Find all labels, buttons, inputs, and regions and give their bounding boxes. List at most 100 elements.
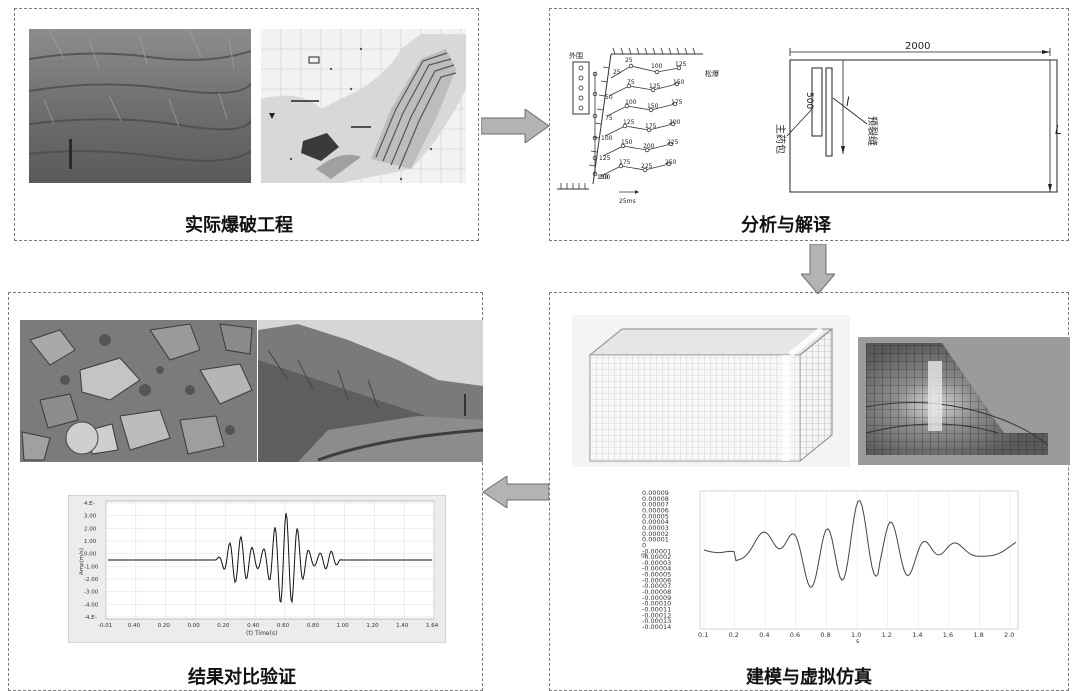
simulated-waveform-chart: 0.000090.000080.000070.000060.000050.000…: [638, 487, 1020, 645]
left-y-tick-label: 0.00: [84, 552, 97, 558]
fragmented-rock-photo: [20, 320, 257, 462]
left-x-tick-label: 0.20: [217, 623, 230, 629]
left-y-tick-label: 1.00: [84, 539, 97, 545]
right-y-tick-label: -0.00010: [642, 600, 671, 608]
segment-dimension-label: 500: [804, 92, 814, 109]
right-y-tick-label: 0.00007: [642, 501, 669, 509]
right-x-tick-label: 0.4: [759, 631, 769, 639]
left-y-tick-label: 3.00: [84, 514, 97, 520]
delay-label: 150: [621, 139, 633, 146]
left-y-tick-label: -1.00: [84, 564, 99, 570]
left-x-tick-label: 0.80: [307, 623, 320, 629]
right-y-tick-label: -0.00009: [642, 594, 671, 602]
blast-plan-drawing: 2000 L 500 l 主药包 预裂缝: [774, 41, 1062, 193]
L-dimension-label: L: [1055, 123, 1062, 137]
left-x-tick-label: 0.40: [247, 623, 260, 629]
blast-delay-design-drawing: 外围 松爆 25 50 75 100 125 150 100 25 75 100…: [557, 47, 719, 205]
delay-label: 175: [645, 123, 657, 130]
left-y-axis-label: Amp(m/s): [79, 548, 85, 575]
right-x-tick-label: 0.1: [698, 631, 708, 639]
right-y-tick-label: -0.00006: [642, 576, 671, 584]
left-x-tick-label: 0.20: [158, 623, 171, 629]
caption-verification: 结果对比验证: [188, 667, 296, 688]
blast-site-map: [261, 29, 466, 183]
arrow-right-icon: [481, 109, 549, 143]
left-x-tick-label: -0.01: [98, 623, 112, 629]
right-y-tick-label: 0.00006: [642, 506, 669, 514]
right-y-tick-label: 0.00002: [642, 530, 669, 538]
arrow-down-icon: [801, 244, 835, 294]
time-scale-label: 25ms: [619, 198, 636, 205]
delay-label: 225: [641, 163, 653, 170]
delay-label: 75: [605, 115, 613, 122]
l-dimension-label: l: [846, 95, 850, 109]
right-x-tick-label: 0.8: [820, 631, 830, 639]
delay-label: 200: [669, 119, 681, 126]
left-y-tick-label: 4.E-: [84, 501, 95, 507]
left-x-tick-label: 0.40: [128, 623, 141, 629]
delay-label: 150: [673, 79, 685, 86]
right-x-tick-label: 1.4: [912, 631, 922, 639]
right-y-tick-label: -0.00001: [642, 547, 671, 555]
left-x-tick-label: 0.00: [187, 623, 200, 629]
right-y-tick-label: 0.00001: [642, 536, 669, 544]
right-y-tick-label: -0.00002: [642, 553, 671, 561]
right-x-tick-label: 1.2: [882, 631, 892, 639]
right-y-tick-label: 0.00009: [642, 489, 669, 497]
right-x-tick-label: 1.0: [851, 631, 861, 639]
arrow-left-icon: [483, 476, 549, 508]
label-loose-blast: 松爆: [705, 69, 719, 78]
caption-analysis: 分析与解译: [741, 215, 831, 236]
right-x-tick-label: 0.6: [790, 631, 800, 639]
delay-label: 125: [649, 83, 661, 90]
delay-label: 100: [599, 174, 611, 181]
delay-label: 100: [625, 99, 637, 106]
right-y-tick-label: 0.00008: [642, 495, 669, 503]
right-y-tick-label: -0.00003: [642, 559, 671, 567]
3d-mesh-model: [572, 315, 850, 467]
left-x-tick-label: 1.40: [396, 623, 409, 629]
panel-actual-blasting: [14, 8, 479, 241]
left-x-tick-label: 1.64: [426, 623, 439, 629]
delay-label: 250: [665, 159, 677, 166]
left-y-tick-label: -2.00: [84, 577, 99, 583]
right-y-tick-label: -0.00014: [642, 623, 671, 631]
right-y-tick-label: 0.00004: [642, 518, 669, 526]
right-y-tick-label: -0.00013: [642, 617, 671, 625]
left-x-axis-label: (t) Time(s): [246, 630, 277, 637]
right-x-tick-label: 1.8: [973, 631, 983, 639]
delay-label: 100: [601, 135, 613, 142]
delay-label: 125: [623, 119, 635, 126]
caption-modeling: 建模与虚拟仿真: [746, 667, 872, 688]
caption-actual-blasting: 实际爆破工程: [185, 215, 293, 236]
delay-label: 125: [675, 61, 687, 68]
right-x-tick-label: 0.2: [729, 631, 739, 639]
quarry-bench-photo: [29, 29, 251, 183]
panel-analysis: [549, 8, 1069, 241]
slope-simulation-contour: [858, 337, 1070, 465]
delay-label: 150: [597, 174, 609, 181]
left-y-tick-label: -3.00: [84, 590, 99, 596]
slope-after-blast-photo: [258, 320, 483, 462]
right-y-axis-label: m: [641, 552, 647, 559]
right-y-tick-label: 0.00003: [642, 524, 669, 532]
presplit-crack-label: 预裂缝: [866, 116, 879, 146]
delay-label: 25: [625, 57, 633, 64]
delay-label: 225: [667, 139, 679, 146]
left-y-tick-label: -4.00: [84, 602, 99, 608]
left-x-tick-label: 0.60: [277, 623, 290, 629]
left-y-tick-label: -4.E-: [84, 615, 97, 621]
right-y-tick-label: -0.00008: [642, 588, 671, 596]
delay-label: 200: [643, 143, 655, 150]
delay-label: 50: [605, 94, 613, 101]
right-x-tick-label: 2.0: [1004, 631, 1014, 639]
simulated-waveform-line: [703, 500, 1017, 588]
delay-label: 150: [647, 103, 659, 110]
right-y-tick-label: -0.00012: [642, 611, 671, 619]
right-y-tick-label: -0.00004: [642, 565, 671, 573]
delay-label: 75: [627, 79, 635, 86]
width-dimension-label: 2000: [905, 41, 930, 52]
right-y-tick-label: 0.00005: [642, 512, 669, 520]
right-y-tick-label: -0.00005: [642, 571, 671, 579]
delay-label: 175: [619, 159, 631, 166]
